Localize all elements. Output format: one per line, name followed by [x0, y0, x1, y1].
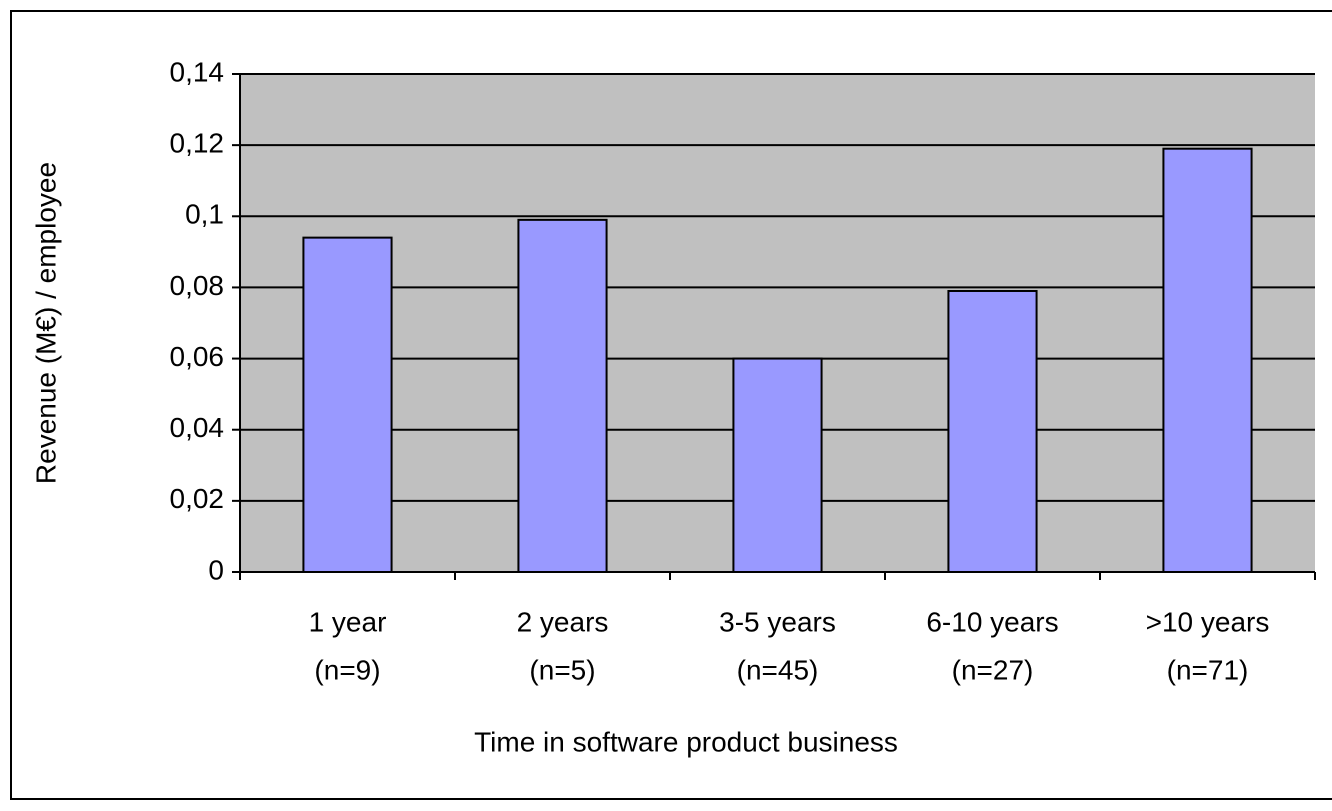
x-tick-label: (n=9)	[314, 654, 380, 685]
y-axis-label: Revenue (M€) / employee	[30, 162, 61, 484]
y-tick-label: 0,1	[185, 199, 224, 230]
x-axis-label: Time in software product business	[474, 726, 898, 757]
x-tick-label: 1 year	[309, 606, 387, 637]
y-tick-label: 0,06	[170, 341, 225, 372]
x-tick-label: (n=45)	[737, 654, 819, 685]
bar	[732, 357, 823, 574]
y-tick-label: 0,02	[170, 483, 225, 514]
bar	[947, 289, 1038, 573]
y-tick-label: 0,14	[170, 56, 225, 87]
x-tick-label: (n=27)	[952, 654, 1034, 685]
y-tick-label: 0,08	[170, 270, 225, 301]
x-tick-label: 3-5 years	[719, 606, 836, 637]
bar	[517, 218, 608, 573]
y-tick-label: 0,12	[170, 128, 225, 159]
x-tick-label: >10 years	[1146, 606, 1270, 637]
y-tick-label: 0	[208, 554, 224, 585]
x-tick-label: (n=5)	[529, 654, 595, 685]
x-tick-label: (n=71)	[1167, 654, 1249, 685]
bar	[1162, 147, 1253, 573]
x-tick-label: 2 years	[517, 606, 609, 637]
bar	[302, 236, 393, 573]
y-tick-label: 0,04	[170, 412, 225, 443]
x-tick-label: 6-10 years	[926, 606, 1058, 637]
